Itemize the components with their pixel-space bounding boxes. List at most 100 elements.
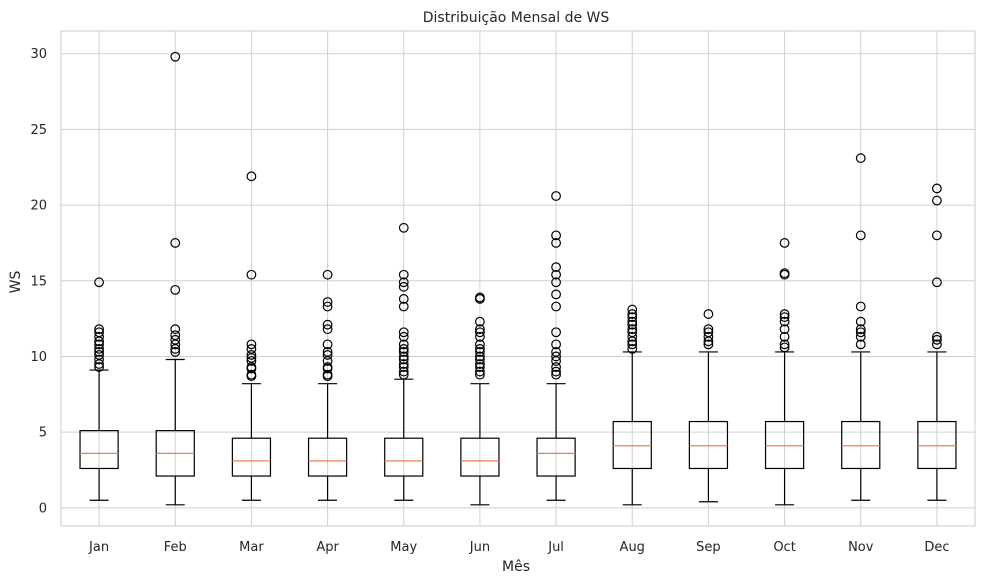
box-feb — [155, 51, 195, 506]
x-tick-label: Mar — [239, 540, 264, 555]
outlier-point — [551, 230, 561, 241]
outlier-point — [779, 238, 790, 248]
outlier-point — [170, 347, 181, 357]
iqr-box — [79, 430, 119, 470]
outlier-point — [398, 347, 409, 357]
outlier-point — [932, 339, 942, 350]
outlier-point — [703, 324, 714, 335]
outlier-point — [703, 327, 714, 338]
outlier-point — [398, 294, 409, 304]
outlier-point — [627, 343, 638, 354]
outlier-point — [551, 339, 561, 350]
x-tick-label: May — [390, 540, 417, 555]
outlier-point — [322, 347, 333, 357]
box-aug — [612, 304, 652, 506]
outlier-point — [551, 277, 561, 288]
outlier-point — [855, 230, 866, 241]
iqr-box — [612, 420, 652, 470]
outlier-point — [703, 309, 714, 319]
outlier-point — [551, 301, 561, 312]
outlier-point — [94, 331, 104, 342]
iqr-box — [536, 437, 576, 477]
outlier-point — [779, 331, 790, 342]
y-tick-label: 0 — [39, 501, 47, 516]
outlier-point — [551, 238, 561, 248]
outlier-point — [932, 230, 942, 241]
iqr-box — [917, 420, 957, 470]
outlier-point — [398, 359, 409, 369]
x-tick-label: Dec — [924, 540, 949, 555]
outlier-point — [170, 238, 181, 248]
outlier-point — [855, 331, 866, 342]
outlier-point — [627, 312, 638, 323]
outlier-point — [246, 350, 257, 360]
x-tick-label: Jan — [88, 540, 109, 555]
iqr-box — [841, 420, 881, 470]
iqr-box — [460, 437, 500, 477]
outlier-point — [322, 339, 333, 350]
outlier-point — [855, 339, 866, 350]
outlier-point — [475, 331, 485, 342]
outlier-point — [551, 191, 561, 201]
outlier-point — [94, 339, 104, 350]
box-mar — [231, 171, 272, 501]
outlier-point — [398, 277, 409, 288]
outlier-point — [398, 366, 409, 377]
outlier-point — [398, 269, 409, 280]
outlier-point — [170, 284, 181, 295]
outlier-point — [94, 362, 104, 372]
box-jul — [536, 191, 576, 501]
outlier-point — [322, 324, 333, 335]
outlier-point — [322, 269, 333, 280]
outlier-point — [627, 309, 638, 319]
box-jun — [460, 292, 500, 506]
outlier-point — [94, 347, 104, 357]
outlier-point — [627, 304, 638, 315]
outlier-point — [627, 339, 638, 350]
grid-lines — [61, 31, 975, 526]
outlier-point — [170, 330, 181, 341]
outlier-point — [475, 359, 485, 369]
outlier-point — [398, 327, 409, 338]
outlier-point — [932, 277, 942, 288]
outlier-point — [779, 312, 790, 323]
outlier-point — [398, 351, 409, 362]
box-sep — [688, 309, 729, 503]
outlier-point — [246, 339, 257, 350]
outlier-point — [627, 331, 638, 342]
chart-title: Distribuição Mensal de WS — [423, 10, 610, 26]
outlier-point — [551, 262, 561, 273]
x-axis-label: Mês — [502, 559, 530, 575]
outlier-point — [398, 331, 409, 342]
outlier-point — [703, 331, 714, 342]
iqr-box — [688, 420, 729, 470]
outlier-point — [551, 269, 561, 280]
outlier-point — [170, 324, 181, 335]
outlier-point — [322, 362, 333, 372]
outlier-point — [322, 350, 333, 360]
outlier-point — [551, 327, 561, 338]
outlier-point — [475, 369, 485, 380]
outlier-point — [932, 334, 942, 345]
box-jan — [79, 277, 119, 501]
outlier-point — [932, 195, 942, 206]
outlier-point — [855, 324, 866, 335]
y-axis-label: WS — [8, 271, 24, 294]
outlier-point — [246, 171, 257, 182]
outlier-point — [398, 301, 409, 312]
iqr-box — [307, 437, 348, 477]
x-axis-ticks: Jan Feb Mar Apr May Jun Jul Aug Sep Oct Nov Dec — [88, 540, 949, 555]
y-tick-label: 5 — [39, 426, 47, 441]
x-tick-label: Aug — [620, 540, 645, 555]
outlier-point — [475, 316, 485, 327]
y-tick-label: 15 — [30, 274, 47, 289]
boxes — [79, 51, 957, 506]
outlier-point — [94, 324, 104, 335]
outlier-point — [779, 316, 790, 327]
x-tick-label: Jul — [547, 540, 564, 555]
outlier-point — [932, 331, 942, 342]
box-apr — [307, 269, 348, 501]
outlier-point — [94, 327, 104, 338]
box-nov — [841, 153, 881, 501]
